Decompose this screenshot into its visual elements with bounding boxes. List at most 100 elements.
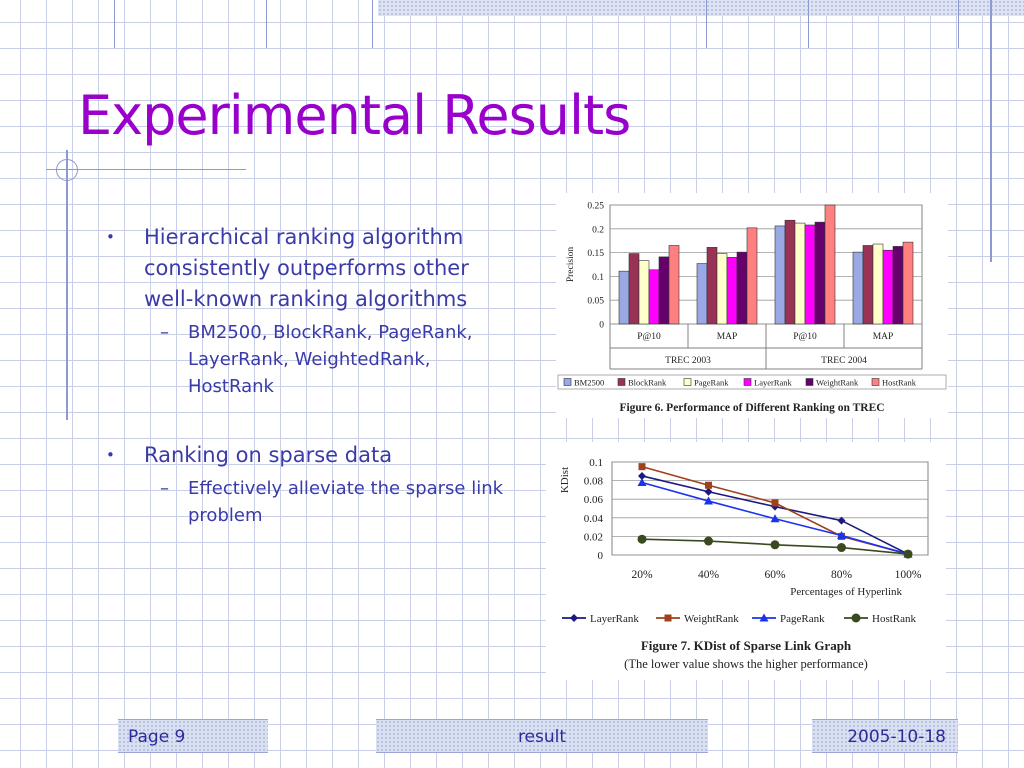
x-tick-label: 80% bbox=[831, 569, 853, 581]
sub-bullet-symbol: – bbox=[160, 322, 169, 343]
bar bbox=[736, 251, 748, 325]
y-tick-label: 0.2 bbox=[592, 225, 604, 235]
figure-6-bar-chart: 0 0.05 0.1 0.15 0.2 0.25 Precision P@10 MAP P@10 M… bbox=[556, 193, 948, 418]
bar bbox=[774, 225, 786, 325]
legend-swatch bbox=[683, 378, 692, 386]
bullet-text: Ranking on sparse data bbox=[144, 443, 393, 467]
legend-box bbox=[557, 374, 947, 390]
data-point bbox=[770, 540, 780, 550]
bar bbox=[902, 241, 914, 325]
group-label: TREC 2004 bbox=[821, 356, 867, 366]
data-point bbox=[638, 471, 646, 480]
x-tick-label: P@10 bbox=[793, 332, 817, 342]
bullet-item: • Ranking on sparse data bbox=[102, 440, 522, 471]
data-point bbox=[570, 614, 578, 622]
bar bbox=[804, 224, 816, 325]
bar bbox=[882, 249, 894, 325]
bar bbox=[716, 253, 728, 325]
sub-bullet-text: Effectively alleviate the sparse link pr… bbox=[188, 478, 504, 526]
footer: Page 9 result 2005-10-18 bbox=[0, 711, 1024, 759]
y-tick-label: 0.02 bbox=[584, 531, 603, 543]
data-point bbox=[903, 549, 913, 559]
bullet-text: Hierarchical ranking algorithm consisten… bbox=[144, 225, 469, 311]
x-tick-label: MAP bbox=[873, 332, 894, 342]
bar bbox=[794, 222, 806, 325]
legend-swatch bbox=[805, 378, 814, 386]
bar bbox=[696, 263, 708, 325]
bullet-symbol: • bbox=[106, 446, 115, 464]
bar bbox=[648, 269, 660, 325]
y-tick-label: 0.25 bbox=[587, 202, 604, 212]
x-tick-label: 60% bbox=[764, 569, 786, 581]
legend-label: HostRank bbox=[882, 378, 917, 388]
bar bbox=[862, 245, 874, 325]
data-point bbox=[759, 613, 769, 622]
bar bbox=[706, 247, 718, 325]
x-tick-label: MAP bbox=[717, 332, 738, 342]
footer-date: 2005-10-18 bbox=[812, 719, 958, 753]
legend-swatch bbox=[871, 378, 880, 386]
footer-section: result bbox=[376, 719, 708, 753]
footer-divider bbox=[706, 0, 707, 48]
footer-divider bbox=[114, 0, 115, 48]
bullet-symbol: • bbox=[106, 228, 115, 246]
decorative-vertical-line-right bbox=[990, 0, 992, 262]
legend-label: BM2500 bbox=[574, 378, 604, 388]
chart-subtitle: (The lower value shows the higher perfor… bbox=[624, 657, 868, 671]
decorative-circle bbox=[56, 159, 78, 181]
data-point bbox=[704, 487, 713, 496]
chart-title: Figure 6. Performance of Different Ranki… bbox=[619, 402, 884, 414]
x-tick-label: 40% bbox=[698, 569, 720, 581]
y-tick-label: 0.04 bbox=[584, 513, 604, 525]
bar bbox=[668, 245, 680, 325]
footer-divider bbox=[808, 0, 809, 48]
bar-chart-svg: 0 0.05 0.1 0.15 0.2 0.25 Precision P@10 MAP P@10 M… bbox=[557, 202, 947, 414]
sub-bullet-item: – BM2500, BlockRank, PageRank, LayerRank… bbox=[102, 319, 522, 400]
data-point bbox=[704, 496, 713, 505]
legend-label: BlockRank bbox=[628, 378, 667, 388]
x-tick-label: 100% bbox=[895, 569, 922, 581]
data-point bbox=[637, 534, 647, 544]
bar bbox=[628, 253, 640, 325]
footer-divider bbox=[958, 0, 959, 48]
decorative-horizontal-line bbox=[46, 169, 246, 170]
legend-label: HostRank bbox=[872, 613, 917, 625]
y-tick-label: 0.1 bbox=[589, 457, 603, 469]
bar bbox=[746, 227, 758, 325]
y-tick-label: 0.05 bbox=[587, 297, 604, 307]
data-point bbox=[705, 481, 712, 489]
x-tick-label: 20% bbox=[631, 569, 653, 581]
data-point bbox=[837, 516, 846, 525]
bar bbox=[852, 251, 864, 325]
data-point bbox=[664, 614, 672, 622]
bar bbox=[658, 256, 670, 325]
bar bbox=[872, 243, 884, 325]
data-point bbox=[837, 530, 846, 539]
data-point bbox=[851, 613, 861, 623]
data-point bbox=[637, 477, 647, 486]
data-point bbox=[837, 543, 846, 553]
decorative-vertical-line-left bbox=[66, 150, 68, 420]
footer-divider bbox=[266, 0, 267, 48]
data-point bbox=[704, 536, 713, 546]
bar bbox=[892, 246, 904, 325]
data-point bbox=[638, 463, 646, 471]
y-axis-label: KDist bbox=[559, 467, 571, 493]
legend-label: WeightRank bbox=[684, 613, 739, 625]
legend-label: WeightRank bbox=[816, 378, 859, 388]
bullet-item: • Hierarchical ranking algorithm consist… bbox=[102, 222, 522, 315]
top-decorative-band bbox=[378, 0, 1024, 16]
y-tick-label: 0.1 bbox=[592, 273, 604, 283]
x-tick-label: P@10 bbox=[637, 332, 661, 342]
y-tick-label: 0 bbox=[599, 321, 604, 331]
chart-title: Figure 7. KDist of Sparse Link Graph bbox=[641, 638, 852, 653]
figure-7-line-chart: 0 0.02 0.04 0.06 0.08 0.1 KDist 20% 40% 60% 80% 100… bbox=[546, 442, 946, 680]
bar bbox=[638, 260, 650, 325]
legend-label: PageRank bbox=[694, 378, 729, 388]
legend-swatch bbox=[617, 378, 626, 386]
footer-page: Page 9 bbox=[118, 719, 268, 753]
data-point bbox=[771, 499, 779, 507]
sub-bullet-symbol: – bbox=[160, 478, 169, 499]
y-tick-label: 0 bbox=[598, 550, 604, 562]
bar bbox=[814, 221, 826, 325]
